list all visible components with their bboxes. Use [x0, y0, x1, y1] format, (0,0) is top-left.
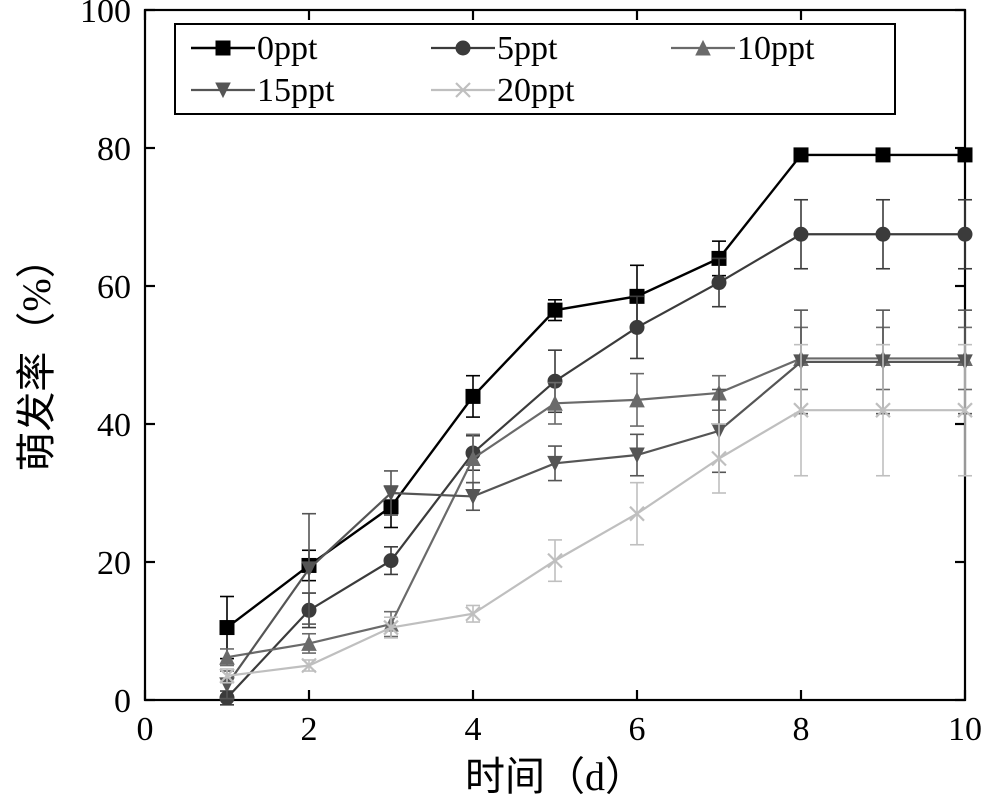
chart-container: 0246810020406080100时间（d）萌发率（%）0ppt5ppt10… [0, 0, 1000, 810]
y-tick-label: 100 [80, 0, 131, 30]
germination-chart: 0246810020406080100时间（d）萌发率（%）0ppt5ppt10… [0, 0, 1000, 810]
x-tick-label: 2 [301, 711, 318, 748]
y-axis-label: 萌发率（%） [14, 238, 59, 471]
x-tick-label: 10 [948, 711, 982, 748]
x-tick-label: 6 [629, 711, 646, 748]
legend-label: 5ppt [497, 30, 558, 67]
legend-label: 15ppt [257, 72, 335, 109]
y-tick-label: 60 [97, 269, 131, 306]
y-tick-label: 20 [97, 545, 131, 582]
legend-label: 10ppt [737, 30, 815, 67]
y-tick-label: 40 [97, 407, 131, 444]
legend-label: 20ppt [497, 72, 575, 109]
x-axis-label: 时间（d） [465, 754, 645, 799]
x-tick-label: 8 [793, 711, 810, 748]
legend-label: 0ppt [257, 30, 318, 67]
x-tick-label: 4 [465, 711, 482, 748]
y-tick-label: 0 [114, 683, 131, 720]
y-tick-label: 80 [97, 131, 131, 168]
x-tick-label: 0 [137, 711, 154, 748]
